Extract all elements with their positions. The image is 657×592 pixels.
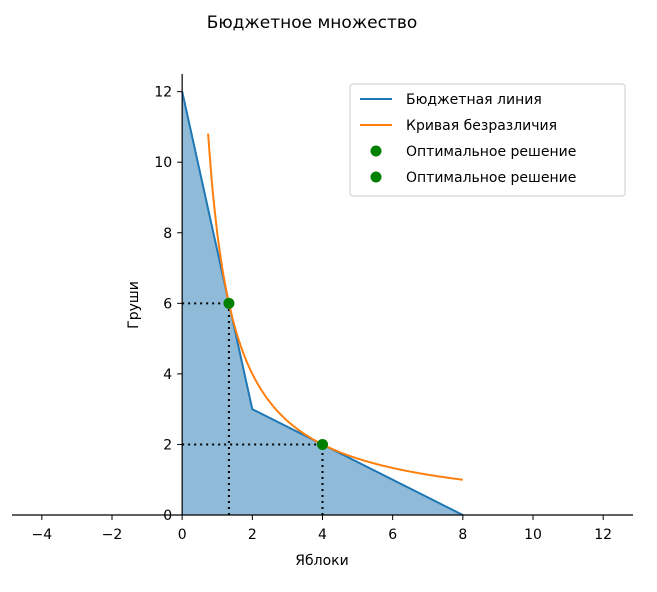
legend-box [349, 83, 626, 197]
legend-label: Оптимальное решение [406, 144, 576, 160]
y-tick-label: 4 [163, 367, 172, 383]
y-tick-label: 12 [154, 85, 172, 101]
legend-label: Оптимальное решение [406, 170, 576, 186]
optimal-point [223, 297, 235, 309]
budget-line [181, 91, 464, 516]
optimal-point [317, 438, 328, 450]
x-tick-label: −4 [32, 527, 53, 543]
x-tick-label: 2 [248, 527, 257, 543]
legend-label: Кривая безразличия [406, 118, 557, 134]
x-tick-label: 0 [178, 527, 187, 543]
legend-swatch [370, 145, 382, 157]
legend-label: Бюджетная линия [406, 92, 542, 108]
legend-swatch [370, 171, 382, 183]
legend: Бюджетная линия Кривая безразличия Оптимал… [349, 83, 626, 197]
y-tick-label: 10 [154, 155, 172, 171]
y-axis-label: Груши [126, 281, 142, 329]
x-tick-label: 10 [524, 527, 542, 543]
plot-area: −4 −2 0 2 4 6 8 10 12 0 2 4 6 8 10 12 [12, 74, 633, 543]
budget-region [182, 91, 463, 515]
x-axis-label: Яблоки [295, 553, 348, 569]
x-tick-label: 8 [458, 527, 467, 543]
y-tick-label: 8 [163, 226, 172, 242]
x-tick-label: 6 [388, 527, 397, 543]
x-tick-label: 12 [594, 527, 612, 543]
y-tick-label: 6 [163, 296, 172, 312]
indifference-curve [207, 133, 463, 481]
y-tick-label: 2 [163, 437, 172, 453]
y-tick-label: 0 [163, 508, 172, 524]
x-tick-label: 4 [318, 527, 327, 543]
chart-title: Бюджетное множество [207, 13, 418, 33]
x-tick-label: −2 [102, 527, 123, 543]
